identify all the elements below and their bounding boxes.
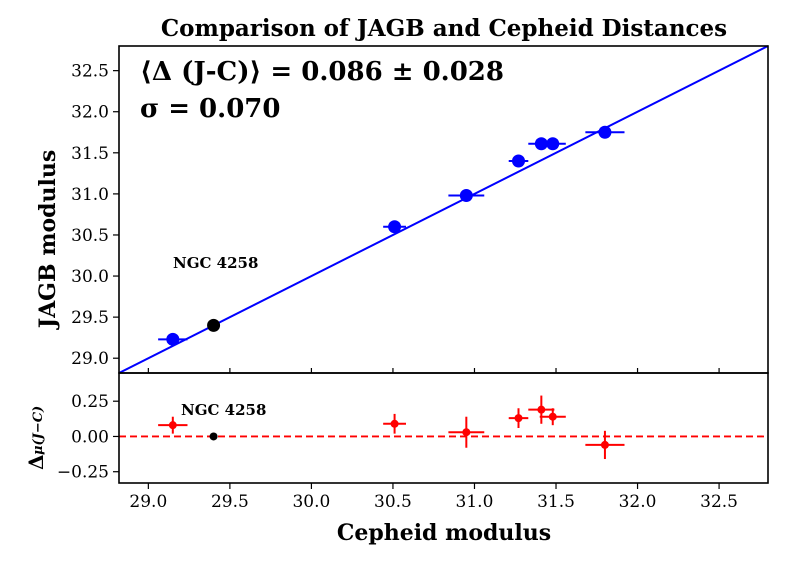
x-axis: 29.0 29.5 30.0 30.5 31.0 31.5 32.0 32.5 [129, 483, 738, 512]
top-y-tick-label: 30.5 [71, 226, 109, 246]
galaxy-point [166, 332, 180, 346]
x-tick-label: 29.0 [129, 492, 167, 512]
ngc4258-label-top: NGC 4258 [173, 254, 258, 272]
galaxy-point [388, 220, 402, 234]
residual-point [168, 421, 177, 430]
residual-point [514, 414, 523, 423]
residual-point [462, 428, 471, 437]
x-tick-label: 31.0 [456, 492, 494, 512]
x-tick-label: 31.5 [537, 492, 575, 512]
bottom-y-tick-label: 0.25 [71, 392, 109, 412]
top-y-axis: 29.0 29.5 30.0 30.5 31.0 31.5 32.0 32.5 [71, 62, 720, 373]
bottom-y-tick-label: 0.00 [71, 427, 109, 447]
bottom-y-axis-label: Δ μ(J−C) [24, 406, 48, 470]
bottom-panel: −0.25 0.00 0.25 29.0 29.5 30.0 30.5 31.0 31.5 32… [24, 372, 769, 546]
top-y-tick-label: 29.0 [71, 349, 109, 369]
mean-offset-annotation: ⟨Δ (J-C)⟩ = 0.086 ± 0.028 [140, 57, 504, 87]
ngc4258-anchor-point [207, 318, 221, 332]
top-y-axis-label: JAGB modulus [35, 150, 61, 331]
galaxy-point [512, 154, 526, 168]
bottom-y-axis-label-subscript: μ(J−C) [31, 406, 46, 455]
top-y-tick-label: 31.5 [71, 144, 109, 164]
sigma-annotation: σ = 0.070 [140, 94, 280, 124]
residual-point [548, 412, 557, 421]
residual-point [537, 405, 546, 414]
galaxy-point [546, 137, 560, 151]
bottom-y-tick-label: −0.25 [57, 463, 109, 483]
chart-title: Comparison of JAGB and Cepheid Distances [161, 15, 727, 42]
top-y-tick-label: 31.0 [71, 185, 109, 205]
x-tick-label: 30.5 [374, 492, 412, 512]
x-tick-label: 32.0 [619, 492, 657, 512]
ngc4258-label-bottom: NGC 4258 [181, 401, 266, 419]
top-y-tick-label: 32.0 [71, 103, 109, 123]
top-y-tick-label: 29.5 [71, 308, 109, 328]
one-to-one-line [118, 45, 769, 374]
bottom-y-axis-label-main: Δ [24, 454, 48, 470]
residual-data-points [158, 395, 625, 460]
x-tick-label: 32.5 [700, 492, 738, 512]
x-axis-label: Cepheid modulus [337, 520, 551, 546]
top-y-tick-label: 32.5 [71, 62, 109, 82]
x-tick-label: 29.5 [211, 492, 249, 512]
top-panel: 29.0 29.5 30.0 30.5 31.0 31.5 32.0 32.5 ⟨Δ (J-C… [35, 45, 769, 374]
residual-point [390, 419, 399, 428]
bottom-panel-frame [118, 372, 769, 484]
galaxy-point [459, 189, 473, 203]
top-y-tick-label: 30.0 [71, 267, 109, 287]
top-data-points [158, 125, 625, 346]
residual-point [600, 440, 609, 449]
galaxy-point [598, 125, 612, 139]
ngc4258-residual-point [209, 432, 218, 441]
bottom-y-axis: −0.25 0.00 0.25 [57, 392, 119, 483]
x-tick-label: 30.0 [292, 492, 330, 512]
